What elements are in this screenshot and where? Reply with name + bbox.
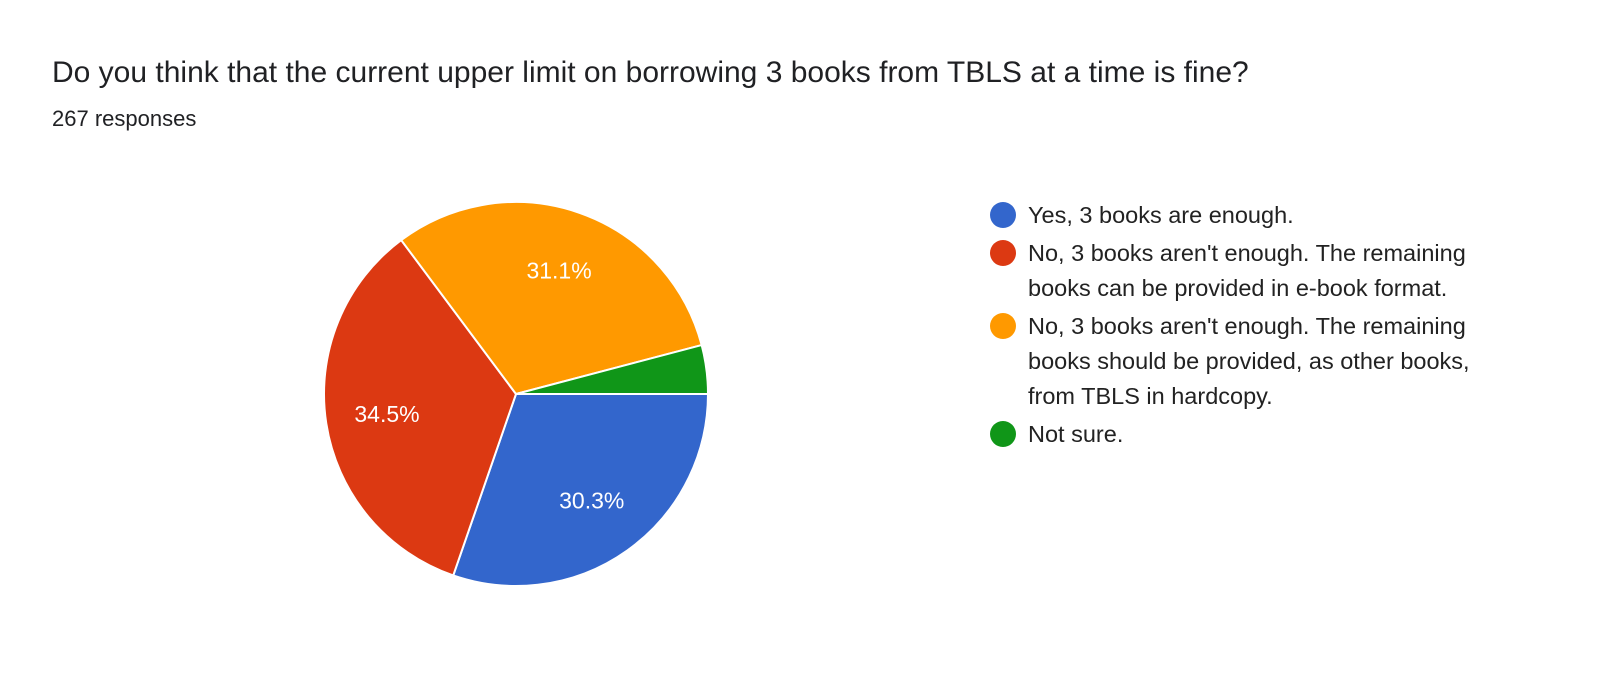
legend-label: No, 3 books aren't enough. The remaining… — [1028, 313, 1470, 409]
slice-label: 31.1% — [526, 258, 591, 284]
legend-color-dot-icon — [990, 240, 1016, 266]
pie-slice[interactable] — [323, 238, 518, 577]
legend-color-dot-icon — [990, 202, 1016, 228]
slice-label: 30.3% — [559, 487, 624, 513]
legend-label: Yes, 3 books are enough. — [1028, 202, 1294, 228]
legend-label: No, 3 books aren't enough. The remaining… — [1028, 240, 1466, 301]
legend-item: No, 3 books aren't enough. The remaining… — [990, 309, 1490, 414]
pie-slice[interactable] — [451, 393, 710, 587]
chart-title: Do you think that the current upper limi… — [52, 56, 1249, 89]
legend-item: No, 3 books aren't enough. The remaining… — [990, 236, 1490, 306]
slice-label: 34.5% — [354, 401, 419, 427]
legend-label: Not sure. — [1028, 421, 1124, 447]
legend-color-dot-icon — [990, 421, 1016, 447]
response-count: 267 responses — [52, 106, 197, 131]
legend: Yes, 3 books are enough. No, 3 books aren… — [990, 198, 1490, 455]
pie-slice[interactable] — [399, 201, 703, 396]
pie-slice[interactable] — [515, 343, 710, 395]
legend-item: Yes, 3 books are enough. — [990, 198, 1490, 233]
legend-color-dot-icon — [990, 313, 1016, 339]
legend-item: Not sure. — [990, 417, 1490, 452]
